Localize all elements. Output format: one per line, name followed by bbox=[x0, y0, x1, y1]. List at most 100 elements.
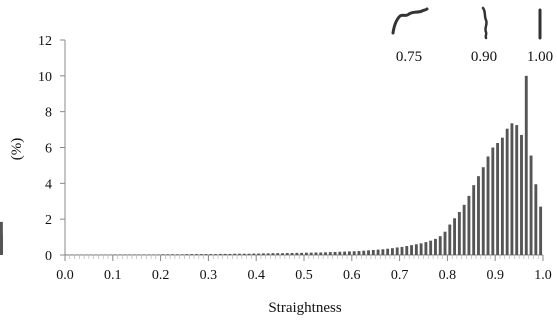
y-tick-label: 10 bbox=[38, 70, 52, 85]
histogram-bar bbox=[113, 254, 117, 255]
histogram-bar bbox=[137, 254, 141, 255]
histogram-bar bbox=[391, 248, 394, 255]
histogram-bar bbox=[314, 252, 318, 255]
histogram-bar bbox=[457, 212, 461, 255]
histogram-bar bbox=[362, 250, 366, 255]
histogram-bar bbox=[195, 254, 198, 255]
y-axis-title: (%) bbox=[9, 138, 25, 161]
histogram-bar bbox=[252, 253, 256, 255]
histogram-bar bbox=[414, 244, 418, 255]
histogram-bar bbox=[309, 252, 313, 255]
histogram-bar bbox=[295, 252, 299, 255]
histogram-bar bbox=[524, 75, 528, 255]
histogram-bar bbox=[223, 253, 227, 255]
histogram-bar bbox=[376, 249, 380, 256]
y-axis: 0 2 4 6 8 10 12 bbox=[38, 34, 66, 264]
histogram-bar bbox=[276, 253, 280, 255]
histogram-bar bbox=[142, 254, 146, 255]
x-tick-label: 0.4 bbox=[247, 268, 265, 283]
histogram-bar bbox=[347, 251, 351, 255]
x-tick-label: 0.3 bbox=[200, 268, 218, 283]
histogram-bar bbox=[242, 253, 246, 255]
histogram-bar bbox=[199, 254, 203, 255]
histogram-bars bbox=[0, 75, 543, 256]
inset-label-090: 0.90 bbox=[471, 49, 497, 65]
x-axis: 0.0 0.1 0.2 0.3 0.4 0.5 0.6 0.7 0.8 0.9 1.0 bbox=[56, 254, 552, 283]
histogram-bar bbox=[118, 254, 122, 255]
histogram-bar bbox=[132, 254, 136, 255]
curve-075-icon bbox=[391, 7, 429, 35]
histogram-bar bbox=[209, 254, 213, 255]
histogram-bar bbox=[343, 251, 347, 255]
histogram-bar bbox=[152, 254, 155, 255]
histogram-bar bbox=[443, 231, 447, 255]
histogram-bar bbox=[324, 252, 327, 255]
histogram-bar bbox=[281, 253, 284, 255]
histogram-bar bbox=[520, 134, 523, 255]
histogram-bar bbox=[257, 253, 261, 255]
y-tick-label: 4 bbox=[45, 177, 52, 192]
histogram-bar bbox=[328, 252, 332, 255]
histogram-bar bbox=[486, 156, 490, 255]
histogram-bar bbox=[539, 206, 543, 256]
histogram-bar bbox=[500, 137, 504, 255]
histogram-bar bbox=[285, 253, 289, 255]
histogram-bar bbox=[238, 253, 241, 255]
histogram-bar bbox=[438, 236, 442, 255]
histogram-bar bbox=[214, 254, 218, 255]
histogram-bar bbox=[271, 253, 275, 255]
histogram-bar bbox=[228, 253, 232, 255]
histogram-bar bbox=[481, 167, 485, 255]
histogram-bar bbox=[477, 176, 480, 255]
histogram-bar bbox=[410, 245, 413, 255]
histogram-bar bbox=[515, 125, 519, 255]
y-tick-label: 12 bbox=[38, 34, 52, 49]
histogram-bar bbox=[166, 254, 170, 255]
y-tick-label: 6 bbox=[45, 142, 52, 157]
histogram-bar bbox=[290, 253, 294, 255]
histogram-bar bbox=[467, 195, 471, 256]
histogram-bar bbox=[419, 243, 423, 255]
histogram-bar bbox=[218, 253, 222, 255]
x-tick-label: 0.7 bbox=[391, 268, 409, 283]
histogram-bar bbox=[185, 254, 189, 255]
histogram-bar bbox=[491, 147, 495, 255]
y-tick-label: 0 bbox=[45, 249, 52, 264]
histogram-bar bbox=[175, 254, 179, 255]
histogram-bar bbox=[156, 254, 160, 255]
curve-090-icon bbox=[481, 6, 488, 40]
histogram-bar bbox=[453, 218, 457, 255]
histogram-bar bbox=[424, 242, 428, 255]
histogram-bar bbox=[161, 254, 165, 255]
x-tick-label: 0.6 bbox=[343, 268, 361, 283]
histogram-bar bbox=[338, 251, 342, 255]
histogram-bar bbox=[300, 252, 304, 255]
x-tick-label: 0.8 bbox=[439, 268, 457, 283]
histogram-bar bbox=[505, 128, 509, 255]
histogram-bar bbox=[147, 254, 151, 255]
histogram-bar bbox=[381, 249, 385, 255]
histogram-bar bbox=[319, 252, 323, 255]
histogram-bar bbox=[496, 143, 500, 255]
histogram-bar bbox=[386, 248, 390, 255]
x-tick-label: 0.9 bbox=[486, 268, 504, 283]
histogram-bar bbox=[472, 185, 476, 256]
x-tick-label: 0.2 bbox=[152, 268, 170, 283]
x-tick-label: 0.0 bbox=[56, 268, 74, 283]
histogram-bar bbox=[367, 250, 370, 255]
example-curve-insets: 0.75 0.90 1.00 bbox=[391, 6, 553, 65]
histogram-bar bbox=[123, 254, 127, 255]
histogram-bar bbox=[429, 240, 433, 255]
histogram-bar bbox=[462, 204, 466, 255]
histogram-bar bbox=[395, 247, 399, 255]
x-tick-label: 0.1 bbox=[104, 268, 122, 283]
histogram-bar bbox=[204, 254, 208, 255]
x-axis-title: Straightness bbox=[268, 300, 341, 316]
histogram-bar bbox=[190, 254, 194, 255]
histogram-bar bbox=[434, 238, 437, 256]
histogram-bar bbox=[304, 252, 308, 255]
histogram-bar bbox=[333, 251, 337, 255]
y-tick-label: 2 bbox=[45, 213, 52, 228]
inset-label-075: 0.75 bbox=[396, 49, 422, 65]
